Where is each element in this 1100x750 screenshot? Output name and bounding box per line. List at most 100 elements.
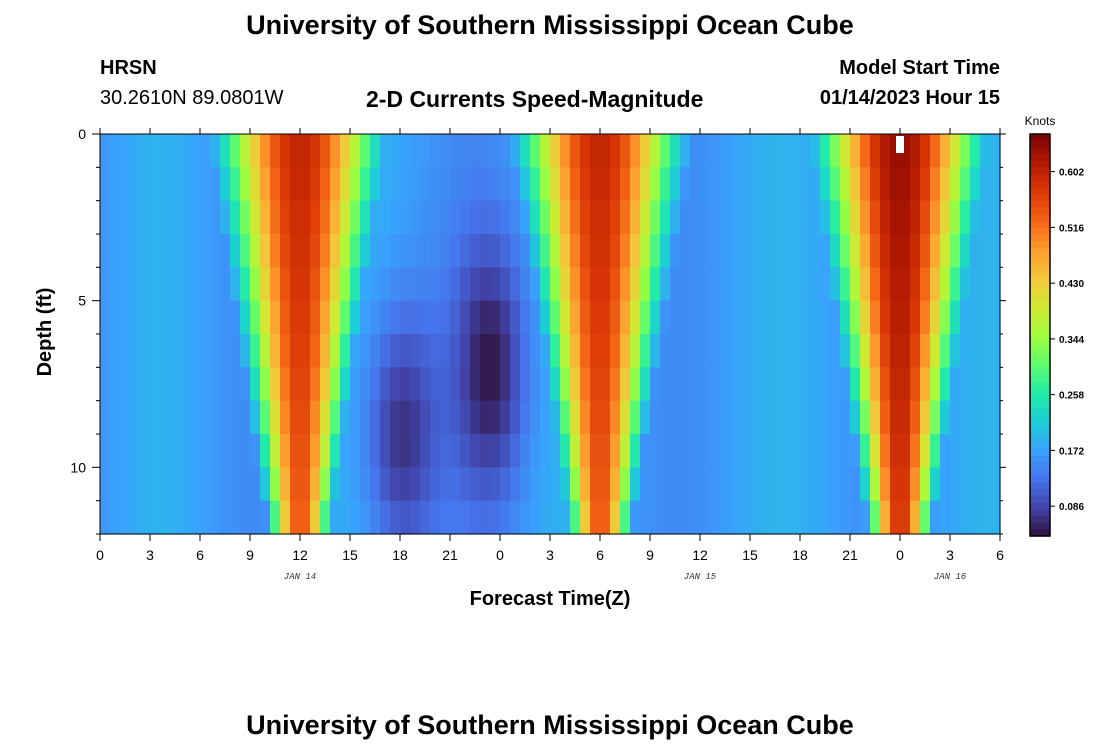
- heatmap-cell: [550, 400, 561, 435]
- heatmap-cell: [770, 267, 781, 302]
- heatmap-cell: [970, 500, 981, 535]
- heatmap-cell: [320, 400, 331, 435]
- heatmap-cell: [430, 334, 441, 368]
- heatmap-cell: [510, 167, 521, 202]
- heatmap-cell: [850, 467, 861, 502]
- heatmap-cell: [790, 334, 801, 368]
- heatmap-cell: [120, 234, 131, 268]
- heatmap-cell: [120, 267, 131, 302]
- heatmap-cell: [660, 234, 671, 268]
- heatmap-cell: [420, 467, 431, 502]
- heatmap-cell: [870, 400, 881, 435]
- date-label: JAN 16: [934, 572, 967, 582]
- heatmap-cell: [310, 400, 321, 435]
- heatmap-cell: [450, 467, 461, 502]
- heatmap-cell: [680, 134, 691, 168]
- heatmap-cell: [880, 300, 891, 335]
- heatmap-cell: [760, 134, 771, 168]
- heatmap-cell: [430, 467, 441, 502]
- heatmap-cell: [910, 500, 921, 535]
- colorbar-tick-label: 0.086: [1059, 502, 1084, 513]
- heatmap-cell: [470, 334, 481, 368]
- heatmap-cell: [480, 200, 491, 235]
- heatmap-cell: [340, 400, 351, 435]
- heatmap-cell: [100, 400, 111, 435]
- heatmap-cell: [400, 267, 411, 302]
- heatmap-cell: [770, 134, 781, 168]
- heatmap-cell: [590, 334, 601, 368]
- heatmap-cell: [620, 500, 631, 535]
- heatmap-cell: [100, 267, 111, 302]
- heatmap-cell: [970, 467, 981, 502]
- heatmap-cell: [560, 300, 571, 335]
- heatmap-cell: [690, 200, 701, 235]
- heatmap-cell: [260, 400, 271, 435]
- heatmap-cell: [720, 300, 731, 335]
- heatmap-cell: [660, 467, 671, 502]
- colorbar-segment: [1030, 268, 1050, 276]
- heatmap-cell: [350, 467, 361, 502]
- heatmap-cell: [910, 267, 921, 302]
- heatmap-cell: [710, 500, 721, 535]
- heatmap-cell: [470, 400, 481, 435]
- heatmap-cell: [180, 267, 191, 302]
- heatmap-cell: [900, 500, 911, 535]
- heatmap-cell: [430, 367, 441, 402]
- heatmap-cell: [770, 434, 781, 468]
- heatmap-cell: [690, 334, 701, 368]
- heatmap-cell: [270, 367, 281, 402]
- heatmap-cell: [810, 167, 821, 202]
- heatmap-cell: [310, 234, 321, 268]
- heatmap-cell: [750, 134, 761, 168]
- heatmap-cell: [880, 400, 891, 435]
- heatmap-cell: [170, 334, 181, 368]
- heatmap-cell: [630, 167, 641, 202]
- heatmap-cell: [200, 367, 211, 402]
- heatmap-cell: [940, 234, 951, 268]
- heatmap-cell: [130, 434, 141, 468]
- heatmap-cell: [780, 134, 791, 168]
- heatmap-cell: [560, 234, 571, 268]
- heatmap-cell: [750, 267, 761, 302]
- heatmap-cell: [610, 167, 621, 202]
- heatmap-cell: [110, 367, 121, 402]
- heatmap-cell: [500, 200, 511, 235]
- heatmap-cell: [490, 300, 501, 335]
- heatmap-cell: [370, 434, 381, 468]
- heatmap-cell: [560, 367, 571, 402]
- heatmap-cell: [830, 500, 841, 535]
- heatmap-cell: [570, 467, 581, 502]
- x-tick-label: 3: [946, 547, 954, 563]
- heatmap-cell: [260, 367, 271, 402]
- heatmap-cell: [530, 134, 541, 168]
- footer-title: University of Southern Mississippi Ocean…: [246, 710, 854, 740]
- heatmap-cell: [930, 134, 941, 168]
- heatmap-cell: [340, 134, 351, 168]
- heatmap-cell: [200, 500, 211, 535]
- heatmap-cell: [740, 134, 751, 168]
- heatmap-cell: [920, 134, 931, 168]
- heatmap-cell: [290, 167, 301, 202]
- heatmap-cell: [760, 167, 771, 202]
- heatmap-cell: [850, 434, 861, 468]
- heatmap-cell: [110, 300, 121, 335]
- heatmap-cell: [120, 434, 131, 468]
- heatmap-cell: [400, 467, 411, 502]
- heatmap-cell: [810, 467, 821, 502]
- heatmap-cell: [400, 400, 411, 435]
- x-tick-label: 18: [392, 547, 408, 563]
- heatmap-cell: [320, 367, 331, 402]
- heatmap-cell: [400, 234, 411, 268]
- heatmap-cell: [380, 167, 391, 202]
- colorbar-segment: [1030, 147, 1050, 155]
- heatmap-cell: [390, 434, 401, 468]
- heatmap-cell: [230, 167, 241, 202]
- heatmap-cell: [860, 467, 871, 502]
- heatmap-cell: [620, 200, 631, 235]
- heatmap-cell: [740, 267, 751, 302]
- heatmap-cell: [800, 400, 811, 435]
- heatmap-cell: [710, 200, 721, 235]
- heatmap-cell: [450, 400, 461, 435]
- heatmap-cell: [740, 334, 751, 368]
- heatmap-cell: [670, 267, 681, 302]
